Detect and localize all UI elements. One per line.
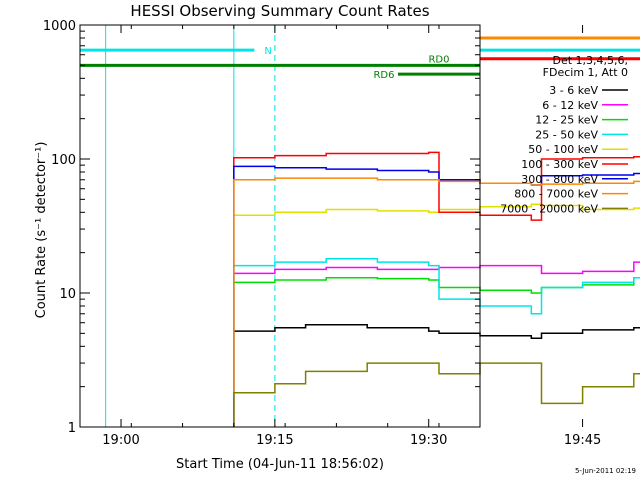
- legend-label-6: 300 - 800 keV: [521, 173, 598, 186]
- legend-label-3: 25 - 50 keV: [535, 128, 598, 141]
- y-tick-label-3: 1000: [43, 19, 76, 34]
- legend-header-0: Det 1,3,4,5,6,: [552, 54, 628, 67]
- series-line-3: [233, 258, 640, 427]
- legend-label-1: 6 - 12 keV: [542, 99, 598, 112]
- series-line-1: [233, 261, 640, 427]
- series-line-7: [233, 177, 640, 427]
- legend-label-4: 50 - 100 keV: [528, 143, 598, 156]
- plot-frame: [79, 24, 481, 428]
- flag-label-rd6: RD6: [373, 70, 394, 81]
- chart-title: HESSI Observing Summary Count Rates: [130, 2, 429, 20]
- series-line-8: [233, 362, 640, 427]
- x-axis-label: Start Time (04-Jun-11 18:56:02): [176, 457, 384, 472]
- y-axis-label: Count Rate (s⁻¹ detector⁻¹): [34, 142, 49, 319]
- x-tick-label-1: 19:15: [256, 433, 293, 448]
- legend-label-8: 7000 - 20000 keV: [500, 202, 598, 215]
- legend: Det 1,3,4,5,6,FDecim 1, Att 0 3 - 6 keV 6 …: [500, 54, 628, 215]
- flag-label-night: N: [264, 46, 271, 57]
- series-line-4: [233, 203, 640, 427]
- legend-label-7: 800 - 7000 keV: [514, 188, 598, 201]
- plot-layer: NSFRD0RD6: [80, 25, 640, 427]
- series-line-5: [233, 151, 640, 427]
- x-tick-label-2: 19:30: [410, 433, 447, 448]
- series-line-2: [233, 276, 640, 427]
- axis-layer: 19:0019:1519:3019:4520:0020:1520:3011010…: [43, 19, 601, 448]
- y-tick-label-2: 100: [51, 153, 76, 168]
- legend-header-1: FDecim 1, Att 0: [543, 66, 628, 79]
- y-tick-label-1: 10: [59, 287, 76, 302]
- flag-label-rd0: RD0: [428, 54, 449, 65]
- x-tick-label-3: 19:45: [564, 433, 601, 448]
- legend-label-5: 100 - 300 keV: [521, 158, 598, 171]
- legend-label-0: 3 - 6 keV: [549, 84, 598, 97]
- series-line-0: [233, 323, 640, 427]
- legend-label-2: 12 - 25 keV: [535, 114, 598, 127]
- y-tick-label-0: 1: [68, 421, 76, 436]
- generation-timestamp: 5-Jun-2011 02:19: [575, 467, 636, 475]
- x-tick-label-0: 19:00: [102, 433, 139, 448]
